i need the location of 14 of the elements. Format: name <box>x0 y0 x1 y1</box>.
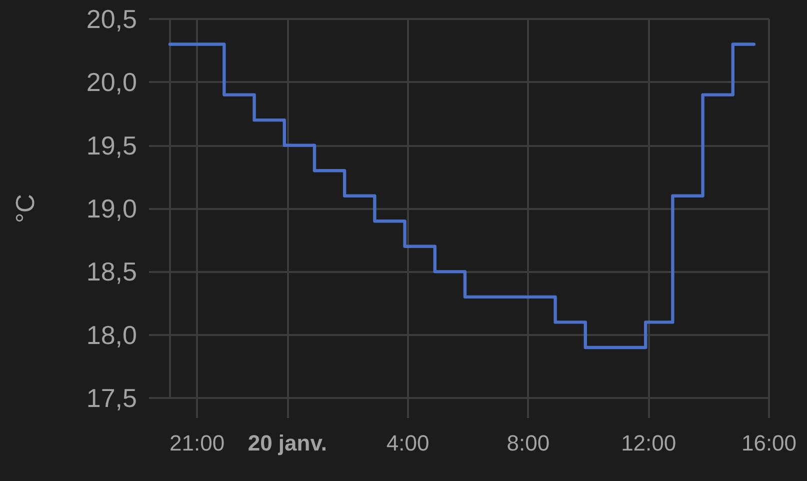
y-tick-label: 18,5 <box>86 256 137 287</box>
x-tick-label: 4:00 <box>386 430 430 456</box>
x-tick-label: 16:00 <box>741 430 797 456</box>
y-tick-label: 19,0 <box>86 194 137 224</box>
x-tick-label: 20 janv. <box>248 430 327 456</box>
x-tick-label: 12:00 <box>621 430 676 456</box>
y-tick-label: 20,0 <box>86 67 137 98</box>
y-tick-label: 17,5 <box>86 383 137 413</box>
y-tick-label: 19,5 <box>86 130 137 160</box>
y-tick-label: 18,0 <box>86 320 137 350</box>
y-tick-label: 20,5 <box>86 4 137 34</box>
x-tick-label: 8:00 <box>506 430 550 456</box>
x-tick-label: 21:00 <box>170 430 225 456</box>
y-axis-title: °C <box>10 194 40 224</box>
